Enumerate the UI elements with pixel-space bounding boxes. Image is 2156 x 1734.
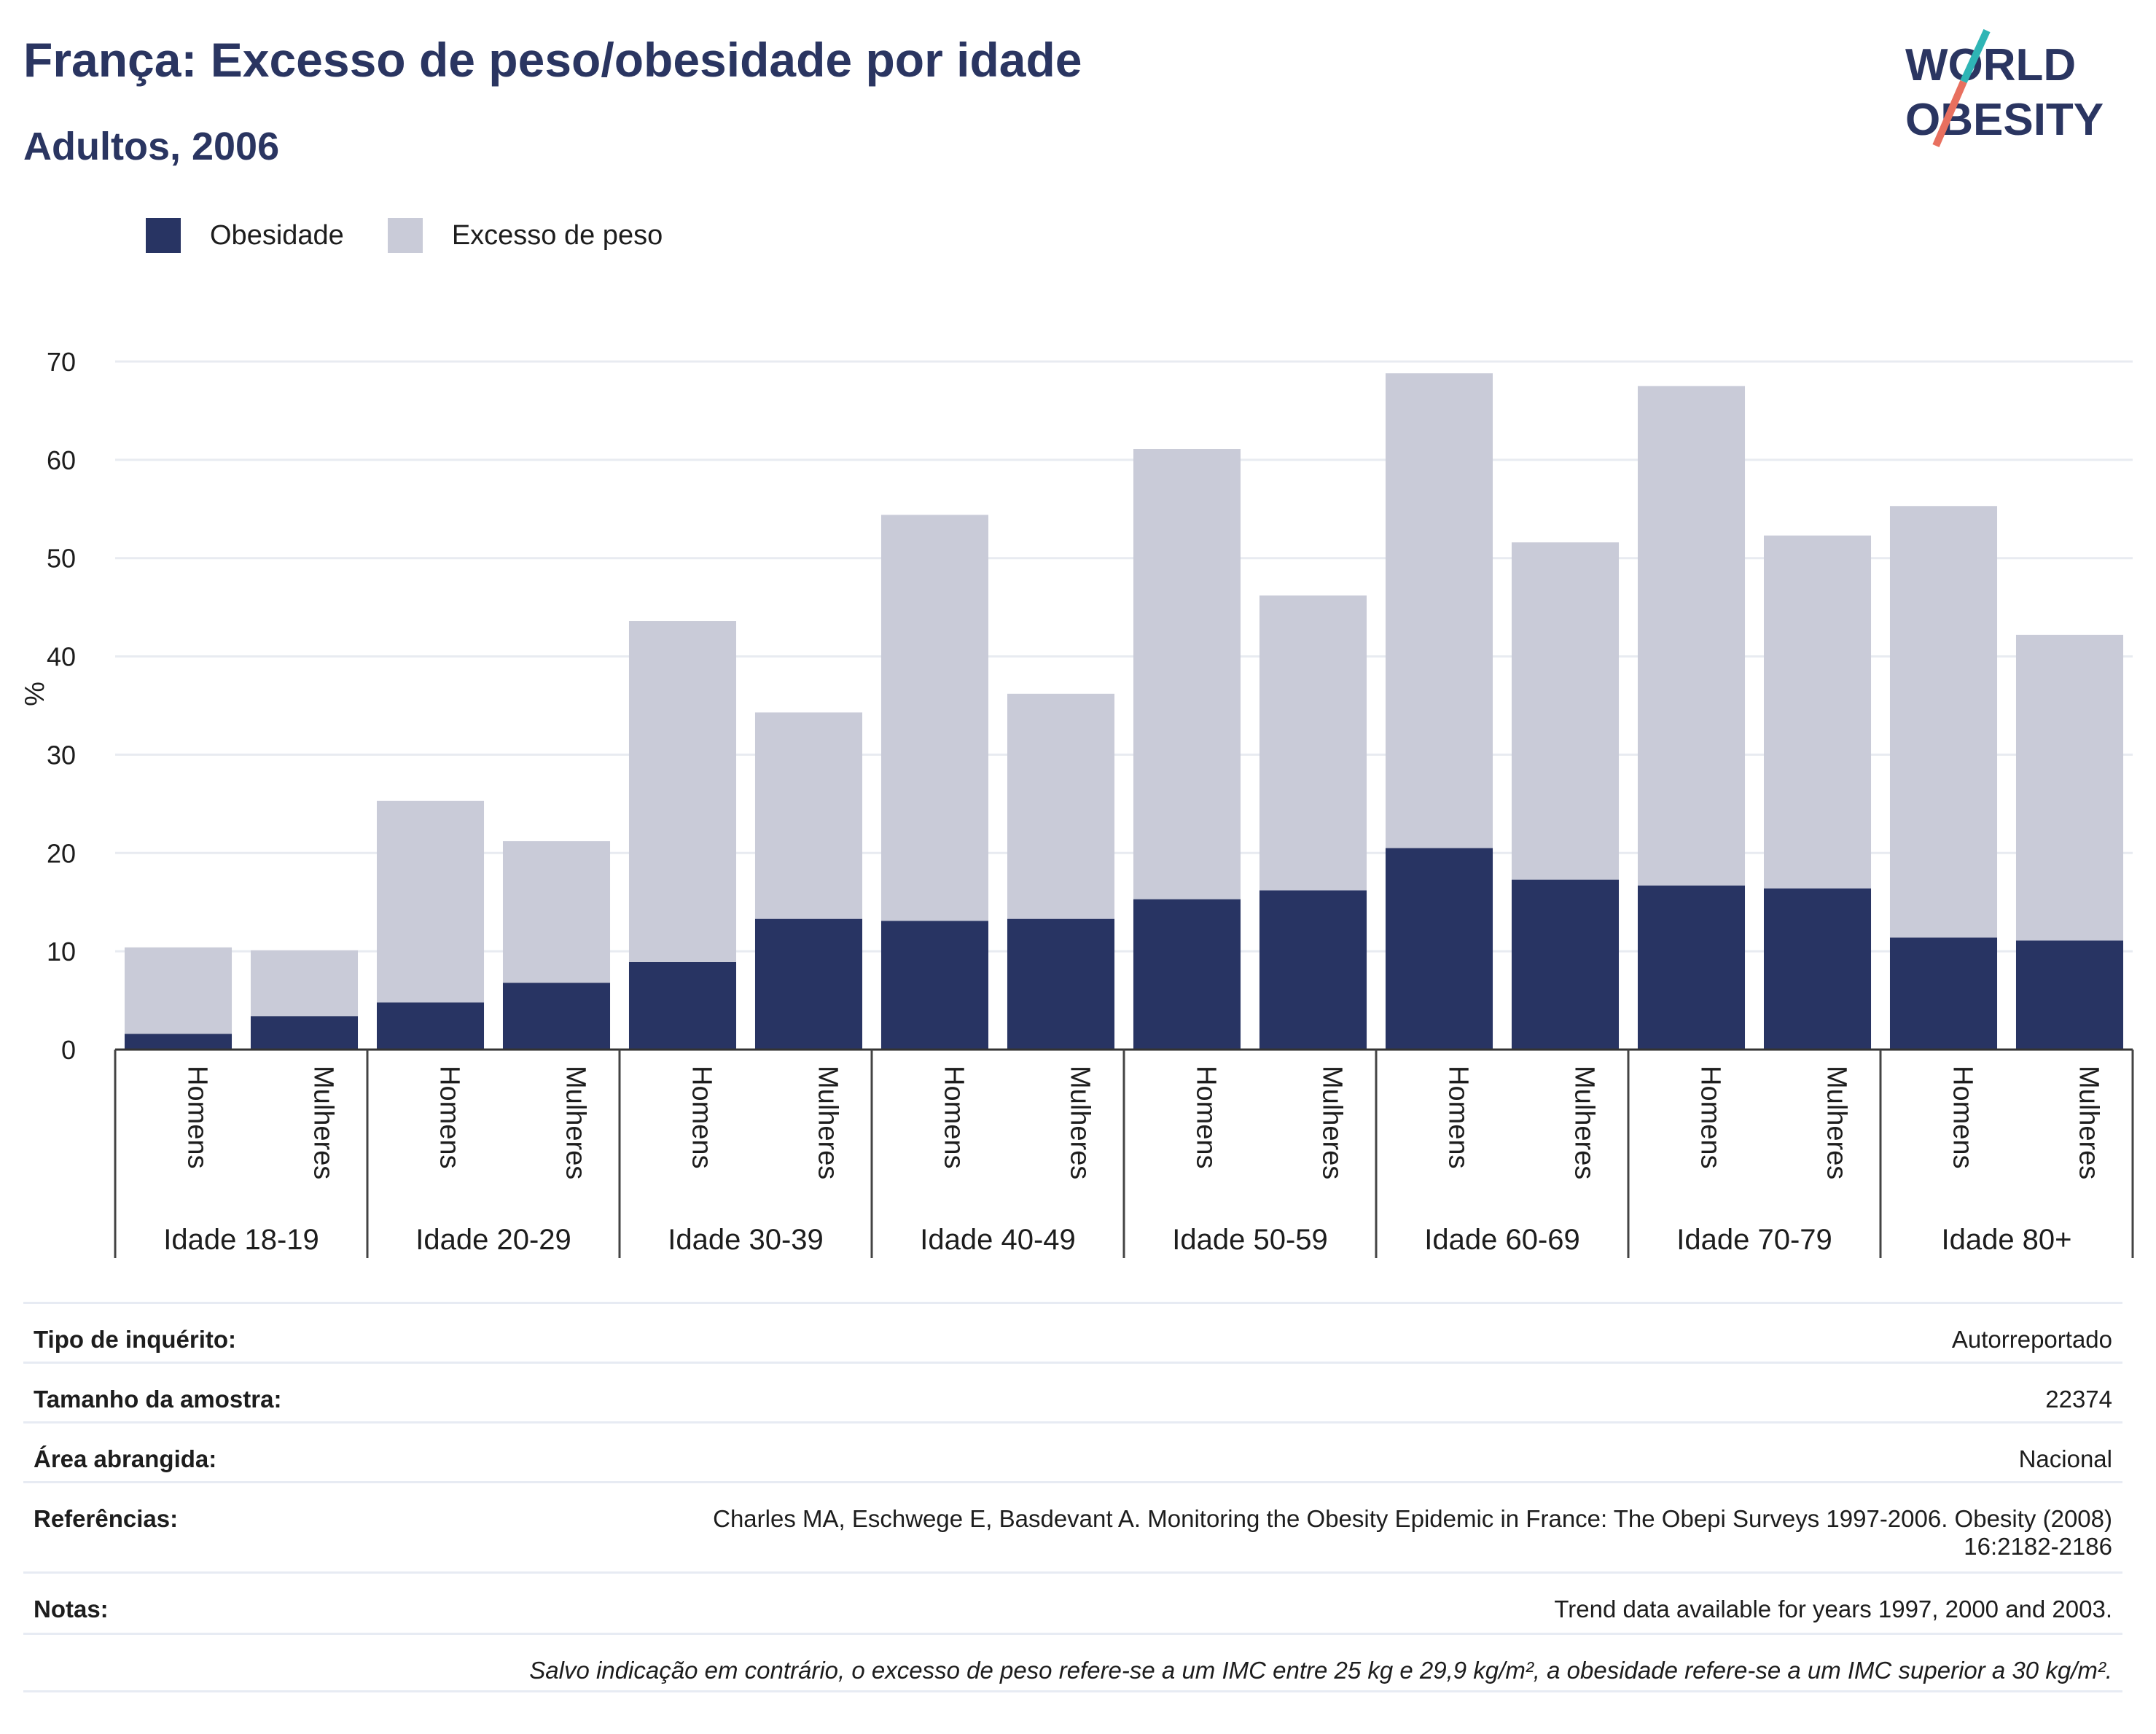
bar-obesity xyxy=(1637,885,1746,1050)
info-table: Tipo de inquérito: Autorreportado Tamanh… xyxy=(23,1302,2122,1692)
y-axis-label: % xyxy=(20,682,50,706)
x-subcategory-label: Homens xyxy=(1695,1066,1726,1169)
legend-swatch-overweight xyxy=(387,218,423,253)
x-subcategory-label: Mulheres xyxy=(561,1066,591,1179)
x-group-label: Idade 40-49 xyxy=(920,1224,1076,1256)
x-subcategory-label: Mulheres xyxy=(813,1066,843,1179)
y-tick-label: 70 xyxy=(47,347,76,377)
bar-obesity xyxy=(1889,937,1998,1050)
x-group-label: Idade 50-59 xyxy=(1172,1224,1328,1256)
bar-obesity xyxy=(502,983,611,1050)
bar-overweight xyxy=(1511,542,1620,880)
chart-subtitle: Adultos, 2006 xyxy=(23,125,280,168)
x-subcategory-label: Homens xyxy=(687,1066,717,1169)
bar-overweight xyxy=(376,800,485,1003)
y-tick-label: 40 xyxy=(47,642,76,672)
bar-obesity xyxy=(880,921,989,1050)
bar-obesity xyxy=(628,961,737,1050)
bar-chart: 0 10 20 30 40 50 60 70% Homens Mulheres Homens Mulh… xyxy=(20,347,2134,1258)
x-subcategory-label: Homens xyxy=(182,1066,213,1169)
bar-obesity xyxy=(1385,848,1493,1050)
references-line-2: 16:2182-2186 xyxy=(1964,1533,2112,1560)
bar-overweight xyxy=(1259,595,1367,891)
bar-overweight xyxy=(1385,373,1493,848)
x-group-label: Idade 80+ xyxy=(1941,1224,2071,1256)
area-label: Área abrangida: xyxy=(34,1445,217,1472)
x-subcategory-label: Mulheres xyxy=(1821,1066,1852,1179)
bar-overweight xyxy=(1007,693,1115,919)
legend-item-obesity[interactable]: Obesidade xyxy=(146,218,344,253)
x-subcategory-label: Mulheres xyxy=(308,1066,339,1179)
notes-label: Notas: xyxy=(34,1596,109,1622)
x-group-label: Idade 70-79 xyxy=(1676,1224,1832,1256)
x-group-label: Idade 20-29 xyxy=(415,1224,571,1256)
chart-title: França: Excesso de peso/obesidade por id… xyxy=(23,33,1082,87)
bar-overweight xyxy=(1637,386,1746,886)
sample-size-value: 22374 xyxy=(2045,1386,2112,1413)
survey-type-label: Tipo de inquérito: xyxy=(34,1326,237,1353)
x-subcategory-label: Mulheres xyxy=(1569,1066,1600,1179)
legend: Obesidade Excesso de peso xyxy=(146,216,706,255)
bar-overweight xyxy=(754,712,863,919)
bar-obesity xyxy=(376,1002,485,1050)
bar-overweight xyxy=(124,947,233,1034)
references-value: Charles MA, Eschwege E, Basdevant A. Mon… xyxy=(713,1505,2112,1561)
x-subcategory-label: Mulheres xyxy=(1065,1066,1095,1179)
info-row-footnote: Salvo indicação em contrário, o excesso … xyxy=(23,1633,2122,1692)
bar-obesity xyxy=(1259,890,1367,1050)
x-group-label: Idade 30-39 xyxy=(668,1224,824,1256)
bar-obesity xyxy=(1133,899,1241,1050)
bar-overweight xyxy=(1133,449,1241,899)
bar-overweight xyxy=(1889,506,1998,938)
x-subcategory-label: Homens xyxy=(1948,1066,1978,1169)
bar-obesity xyxy=(1763,888,1872,1050)
bar-obesity xyxy=(754,918,863,1050)
legend-item-overweight[interactable]: Excesso de peso xyxy=(387,218,663,253)
bar-obesity xyxy=(1007,918,1115,1050)
bar-overweight xyxy=(502,841,611,983)
y-tick-label: 30 xyxy=(47,740,76,770)
bar-obesity xyxy=(124,1034,233,1050)
info-row-area: Área abrangida: Nacional xyxy=(23,1421,2122,1481)
area-value: Nacional xyxy=(2018,1445,2112,1472)
bar-overweight xyxy=(628,621,737,962)
info-row-references: Referências: Charles MA, Eschwege E, Bas… xyxy=(23,1481,2122,1571)
x-subcategory-label: Homens xyxy=(1443,1066,1474,1169)
y-tick-label: 50 xyxy=(47,544,76,574)
references-line-1: Charles MA, Eschwege E, Basdevant A. Mon… xyxy=(713,1505,2112,1532)
x-group-label: Idade 18-19 xyxy=(163,1224,319,1256)
references-label: Referências: xyxy=(34,1505,179,1532)
bar-overweight xyxy=(250,950,359,1017)
y-tick-label: 0 xyxy=(61,1035,76,1065)
x-group-label: Idade 60-69 xyxy=(1424,1224,1580,1256)
bar-overweight xyxy=(1763,535,1872,889)
bar-obesity xyxy=(2015,940,2124,1050)
notes-value: Trend data available for years 1997, 200… xyxy=(1554,1596,2112,1622)
legend-label-overweight: Excesso de peso xyxy=(451,219,663,251)
x-subcategory-label: Homens xyxy=(1191,1066,1222,1169)
sample-size-label: Tamanho da amostra: xyxy=(34,1386,282,1413)
bar-obesity xyxy=(1511,879,1620,1050)
info-row-sample-size: Tamanho da amostra: 22374 xyxy=(23,1362,2122,1421)
logo-slash-teal xyxy=(1960,29,1991,84)
info-row-notes: Notas: Trend data available for years 19… xyxy=(23,1571,2122,1633)
y-tick-label: 20 xyxy=(47,838,76,868)
y-tick-label: 10 xyxy=(47,937,76,966)
legend-label-obesity: Obesidade xyxy=(210,219,344,251)
y-tick-label: 60 xyxy=(47,445,76,475)
info-row-survey-type: Tipo de inquérito: Autorreportado xyxy=(23,1302,2122,1362)
x-subcategory-label: Mulheres xyxy=(1317,1066,1348,1179)
x-subcategory-label: Homens xyxy=(939,1066,969,1169)
logo-line1: WORLD xyxy=(1905,40,2076,90)
logo-slash-coral xyxy=(1932,80,1967,147)
x-subcategory-label: Mulheres xyxy=(2074,1066,2104,1179)
survey-type-value: Autorreportado xyxy=(1951,1326,2112,1353)
bar-overweight xyxy=(880,515,989,921)
x-subcategory-label: Homens xyxy=(434,1066,465,1169)
bar-overweight xyxy=(2015,634,2124,941)
footnote-text: Salvo indicação em contrário, o excesso … xyxy=(529,1657,2112,1684)
world-obesity-logo: WORLD OBESITY xyxy=(1905,29,2104,147)
legend-swatch-obesity xyxy=(146,218,181,253)
bar-obesity xyxy=(250,1016,359,1050)
